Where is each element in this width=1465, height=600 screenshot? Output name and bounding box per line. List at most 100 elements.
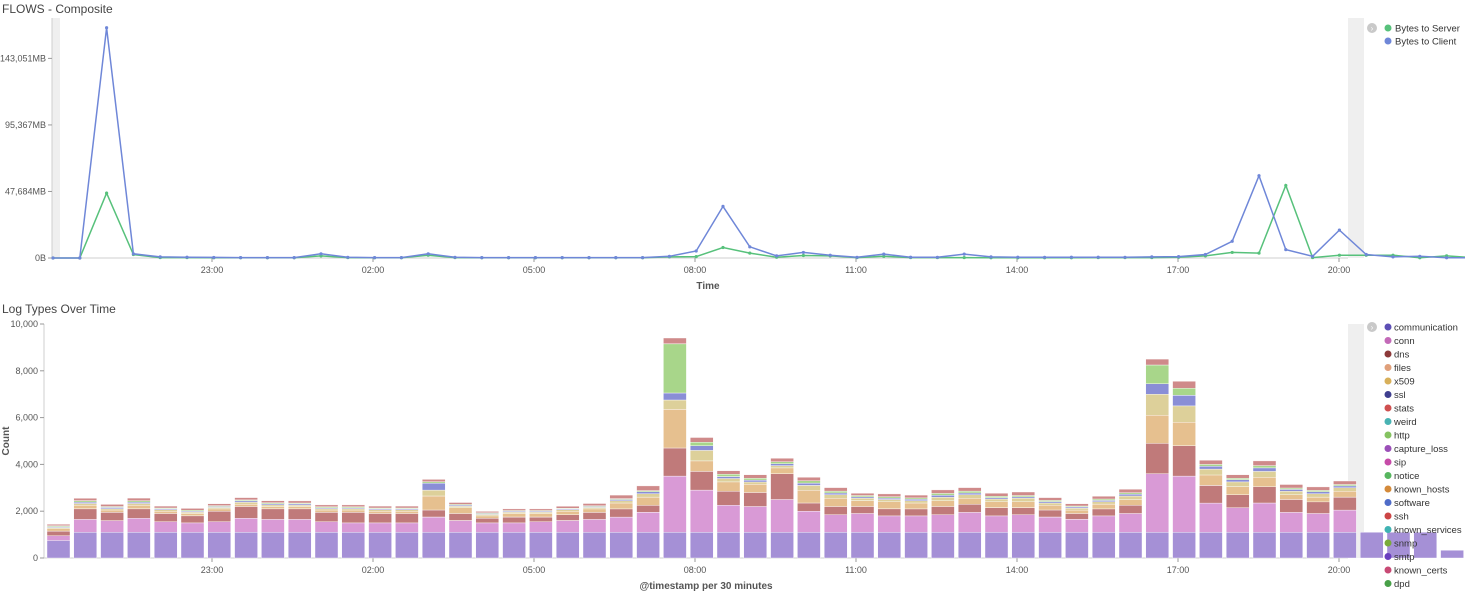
bar-segment xyxy=(1413,532,1438,559)
bar-segment xyxy=(1065,503,1089,507)
bar-segment xyxy=(556,520,580,533)
bar-segment xyxy=(368,510,392,514)
bar-segment xyxy=(1038,516,1062,533)
legend-label: known_certs xyxy=(1394,566,1448,577)
bar-segment xyxy=(1279,489,1304,492)
bar-segment xyxy=(1225,481,1250,487)
bar-segment xyxy=(1172,381,1196,389)
bar-segment xyxy=(877,532,901,559)
bar-segment xyxy=(529,532,553,559)
bar-segment xyxy=(422,482,446,491)
bar-segment xyxy=(46,530,71,537)
legend-swatch xyxy=(1384,553,1392,560)
bar-segment xyxy=(341,522,365,533)
bar-segment xyxy=(1172,422,1196,446)
bar-segment xyxy=(690,460,714,472)
bar-segment xyxy=(931,514,955,533)
bar-segment xyxy=(1333,491,1357,498)
bar-segment xyxy=(1145,532,1170,559)
legend-swatch xyxy=(1384,472,1392,479)
bar-segment xyxy=(234,500,258,503)
bar-segment xyxy=(1225,494,1250,508)
bar-segment xyxy=(824,494,848,499)
data-point xyxy=(265,255,269,260)
bar-segment xyxy=(1172,388,1196,396)
bar-segment xyxy=(743,474,767,479)
legend-label: http xyxy=(1394,431,1410,442)
data-point xyxy=(1364,252,1368,257)
bar-segment xyxy=(502,532,526,559)
bar-segment xyxy=(1306,490,1330,492)
bar-segment xyxy=(984,498,1009,502)
legend-label: dns xyxy=(1394,350,1410,361)
bar-segment xyxy=(422,479,446,482)
bar-segment xyxy=(663,399,687,410)
bar-segment xyxy=(1118,532,1143,559)
data-point xyxy=(1069,255,1073,259)
bar-segment xyxy=(261,532,285,559)
data-point xyxy=(1150,255,1154,259)
bar-segment xyxy=(1145,393,1170,416)
bar-segment xyxy=(690,471,714,491)
bar-segment xyxy=(368,508,392,510)
legend-label: sip xyxy=(1394,458,1406,469)
bar-segment xyxy=(1145,383,1170,395)
y-tick-label: 95,367MB xyxy=(5,120,46,130)
bar-segment xyxy=(73,503,98,506)
bar-segment xyxy=(180,515,205,524)
bar-segment xyxy=(1279,487,1304,490)
bar-segment xyxy=(1145,364,1170,384)
bar-segment xyxy=(207,507,232,510)
legend-swatch xyxy=(1384,24,1392,32)
bar-segment xyxy=(1172,445,1196,477)
bar-segment xyxy=(1172,532,1196,559)
bar-segment xyxy=(395,532,419,559)
bar-segment xyxy=(797,477,821,482)
bar-segment xyxy=(1145,443,1170,474)
bar-segment xyxy=(1306,493,1330,498)
data-point xyxy=(748,251,752,255)
legend-swatch xyxy=(1384,539,1392,547)
bar-segment xyxy=(850,498,875,501)
legend-swatch xyxy=(1384,418,1392,425)
bar-segment xyxy=(341,504,365,507)
bar-segment xyxy=(448,513,473,521)
bar-segment xyxy=(1225,532,1250,559)
legend-swatch xyxy=(1384,391,1392,398)
legend-label: software xyxy=(1394,498,1430,509)
bar-segment xyxy=(502,513,526,518)
bar-segment xyxy=(395,508,419,510)
bar-segment xyxy=(73,501,98,504)
y-tick-label: 47,684MB xyxy=(5,186,46,196)
legend-label: conn xyxy=(1394,336,1415,347)
bar-segment xyxy=(1333,485,1357,488)
data-point xyxy=(239,255,243,260)
data-point xyxy=(882,252,886,256)
bar-segment xyxy=(180,522,205,533)
chevron-right-icon: › xyxy=(1371,323,1374,332)
data-point xyxy=(292,255,296,260)
bar-segment xyxy=(824,498,848,507)
bar-segment xyxy=(1225,486,1250,496)
bar-segment xyxy=(1306,513,1330,533)
legend-swatch xyxy=(1384,364,1392,371)
bar-segment xyxy=(797,510,821,533)
legend-swatch xyxy=(1384,445,1392,452)
bar-segment xyxy=(877,501,901,510)
bar-segment xyxy=(1199,502,1223,533)
bar-segment xyxy=(207,521,232,533)
bar-segment xyxy=(582,508,607,513)
bar-segment xyxy=(770,532,794,559)
bar-segment xyxy=(1199,468,1223,476)
bar-segment xyxy=(1091,498,1116,501)
data-point xyxy=(346,255,350,259)
bar-segment xyxy=(1279,484,1304,489)
bar-segment xyxy=(636,512,660,533)
y-tick-label: 143,051MB xyxy=(0,53,46,63)
bar-segment xyxy=(1306,501,1330,514)
bar-segment xyxy=(877,493,901,497)
bar-segment xyxy=(1306,496,1330,503)
bar-segment xyxy=(1172,475,1196,533)
plot-left-gutter xyxy=(52,18,60,258)
bar-segment xyxy=(100,532,124,559)
